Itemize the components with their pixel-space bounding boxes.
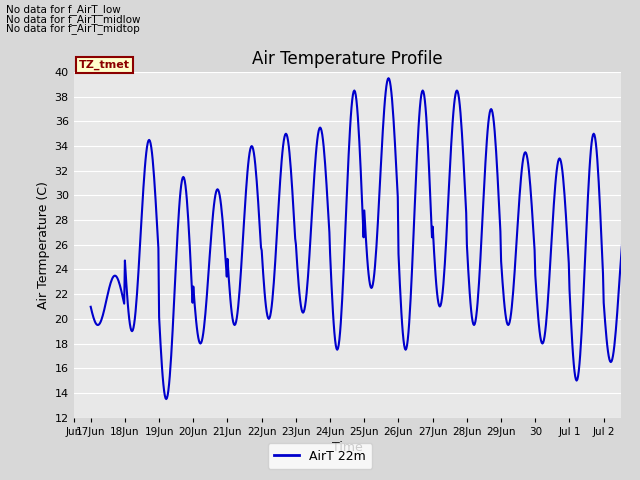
Text: No data for f_AirT_midtop: No data for f_AirT_midtop [6, 23, 140, 34]
Text: TZ_tmet: TZ_tmet [79, 60, 130, 70]
Legend: AirT 22m: AirT 22m [268, 444, 372, 469]
Title: Air Temperature Profile: Air Temperature Profile [252, 49, 442, 68]
Y-axis label: Air Termperature (C): Air Termperature (C) [37, 181, 51, 309]
Text: No data for f_AirT_low: No data for f_AirT_low [6, 4, 121, 15]
Text: No data for f_AirT_midlow: No data for f_AirT_midlow [6, 13, 141, 24]
X-axis label: Time: Time [332, 441, 363, 454]
